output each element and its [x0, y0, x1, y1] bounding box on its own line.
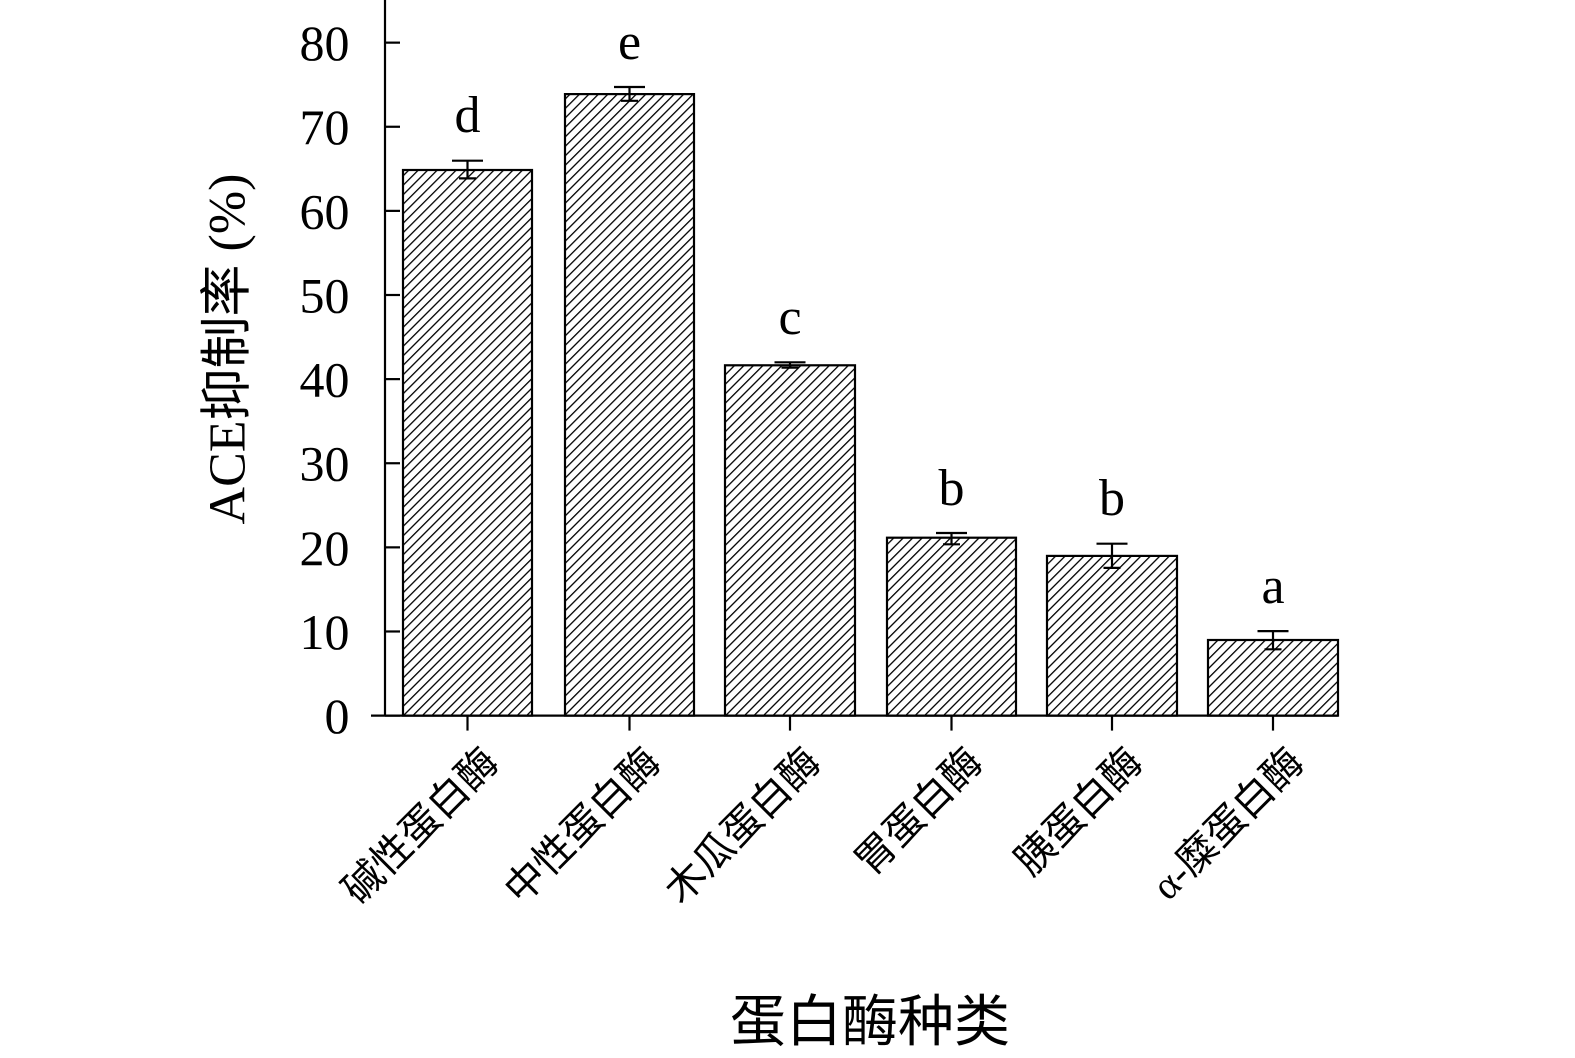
svg-text:80: 80: [300, 15, 350, 71]
svg-text:20: 20: [300, 520, 350, 576]
svg-text:10: 10: [300, 604, 350, 660]
svg-text:50: 50: [300, 267, 350, 323]
svg-text:0: 0: [325, 688, 350, 744]
svg-text:30: 30: [300, 436, 350, 492]
svg-text:c: c: [778, 289, 801, 346]
svg-text:a: a: [1261, 558, 1284, 615]
svg-text:b: b: [939, 460, 965, 517]
svg-text:b: b: [1099, 470, 1125, 527]
svg-text:60: 60: [300, 183, 350, 239]
svg-text:e: e: [618, 14, 641, 71]
svg-text:40: 40: [300, 352, 350, 408]
svg-text:70: 70: [300, 99, 350, 155]
svg-text:d: d: [455, 87, 481, 144]
